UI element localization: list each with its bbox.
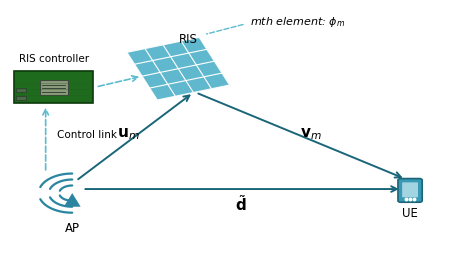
FancyBboxPatch shape	[40, 79, 68, 94]
Text: Control link: Control link	[57, 130, 117, 140]
Text: UE: UE	[402, 207, 418, 220]
FancyBboxPatch shape	[402, 182, 418, 197]
Text: $\mathbf{u}_m$: $\mathbf{u}_m$	[117, 127, 139, 143]
Text: RIS controller: RIS controller	[19, 54, 89, 64]
Polygon shape	[64, 193, 81, 207]
Text: $m$th element: $\phi_m$: $m$th element: $\phi_m$	[250, 16, 346, 29]
FancyBboxPatch shape	[14, 71, 93, 103]
Text: AP: AP	[65, 222, 80, 235]
Polygon shape	[127, 37, 229, 100]
Bar	[16, 96, 26, 100]
Text: $\mathbf{v}_m$: $\mathbf{v}_m$	[300, 127, 322, 143]
Bar	[16, 88, 26, 92]
Text: $\tilde{\mathbf{d}}$: $\tilde{\mathbf{d}}$	[235, 194, 247, 214]
FancyBboxPatch shape	[398, 178, 422, 202]
Text: RIS: RIS	[179, 33, 198, 46]
